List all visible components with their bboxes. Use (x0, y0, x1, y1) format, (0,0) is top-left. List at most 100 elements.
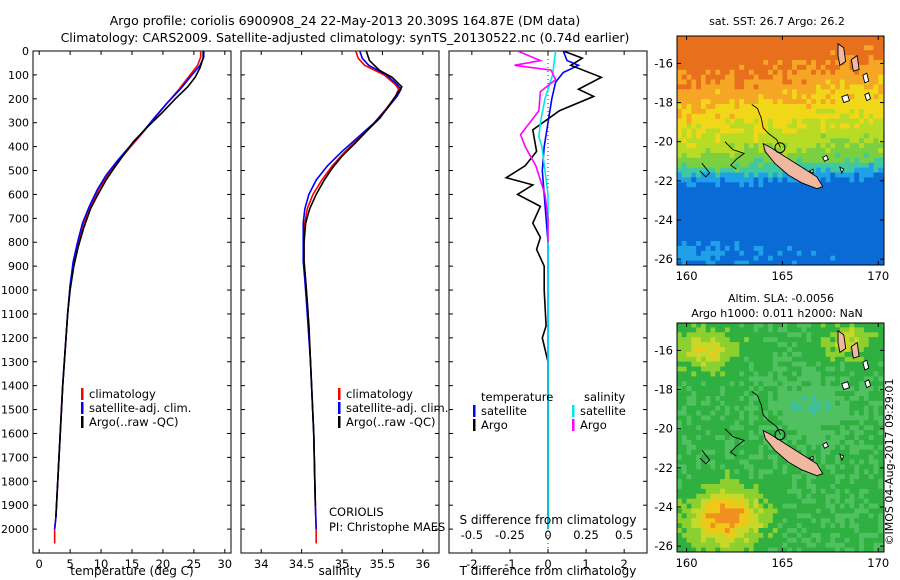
heatmap-cell (859, 206, 865, 212)
heatmap-cell (710, 211, 716, 217)
heatmap-cell (681, 162, 688, 168)
heatmap-cell (705, 127, 712, 134)
heatmap-cell (806, 118, 812, 124)
heatmap-cell (787, 201, 793, 207)
depth-tick-label: 100 (8, 69, 29, 82)
heatmap-cell (729, 512, 735, 519)
heatmap-cell (729, 44, 735, 51)
heatmap-cell (763, 108, 769, 114)
heatmap-cell (720, 54, 726, 60)
heatmap-cell (715, 113, 721, 119)
heatmap-cell (691, 201, 697, 207)
heatmap-cell (777, 98, 783, 105)
heatmap-cell (724, 336, 731, 343)
heatmap-cell (878, 191, 884, 197)
heatmap-cell (724, 167, 731, 173)
heatmap-cell (854, 522, 860, 529)
heatmap-cell (868, 142, 874, 149)
heatmap-cell (710, 356, 716, 362)
heatmap-cell (729, 235, 735, 242)
heatmap-cell (830, 434, 836, 440)
heatmap-cell (715, 444, 721, 450)
heatmap-cell (849, 459, 855, 465)
heatmap-cell (854, 331, 860, 338)
heatmap-cell (801, 147, 807, 153)
heatmap-cell (815, 137, 822, 144)
heatmap-cell (691, 323, 697, 328)
heatmap-cell (686, 147, 692, 153)
heatmap-cell (677, 341, 683, 347)
heatmap-cell (825, 323, 831, 328)
heatmap-cell (815, 64, 822, 70)
heatmap-cell (796, 483, 803, 489)
heatmap-cell (796, 370, 803, 377)
heatmap-cell (820, 449, 827, 455)
heatmap-cell (839, 414, 846, 421)
heatmap-cell (700, 206, 707, 212)
heatmap-cell (844, 186, 850, 193)
heatmap-cell (777, 331, 783, 338)
heatmap-cell (768, 527, 774, 533)
heatmap-cell (796, 341, 803, 347)
heatmap-cell (700, 483, 707, 489)
heatmap-cell (681, 157, 688, 163)
heatmap-cell (787, 463, 793, 470)
series-line-satellite-adj-clim- (302, 51, 402, 530)
heatmap-cell (772, 74, 779, 80)
heatmap-cell (696, 434, 702, 440)
heatmap-cell (739, 385, 745, 392)
heatmap-cell (768, 191, 774, 197)
heatmap-cell (677, 36, 683, 41)
heatmap-cell (686, 44, 692, 51)
heatmap-cell (705, 463, 712, 470)
heatmap-cell (748, 483, 755, 489)
heatmap-cell (724, 240, 731, 246)
heatmap-cell (739, 225, 745, 232)
heatmap-cell (835, 137, 841, 144)
heatmap-cell (844, 260, 850, 265)
heatmap-cell (835, 108, 841, 114)
heatmap-cell (748, 547, 755, 552)
heatmap-cell (825, 108, 831, 114)
heatmap-cell (806, 240, 812, 246)
heatmap-cell (777, 356, 783, 362)
heatmap-cell (863, 331, 870, 338)
heatmap-cell (844, 74, 850, 80)
map-x-tick-label: 170 (867, 556, 889, 570)
x-tick-label: 35.5 (370, 557, 396, 571)
heatmap-cell (868, 260, 874, 265)
heatmap-cell (849, 468, 855, 475)
heatmap-cell (681, 498, 688, 504)
heatmap-cell (849, 542, 855, 548)
heatmap-cell (768, 176, 774, 183)
heatmap-cell (724, 245, 731, 251)
heatmap-cell (705, 167, 712, 173)
heatmap-cell (686, 522, 692, 529)
heatmap-cell (796, 385, 803, 392)
heatmap-cell (835, 69, 841, 75)
heatmap-cell (753, 380, 759, 387)
heatmap-cell (792, 83, 798, 90)
heatmap-cell (777, 498, 783, 504)
heatmap-cell (705, 503, 712, 509)
heatmap-cell (681, 512, 688, 519)
heatmap-cell (748, 493, 755, 499)
heatmap-cell (744, 532, 750, 538)
heatmap-cell (696, 547, 702, 552)
heatmap-cell (844, 79, 850, 85)
heatmap-cell (677, 326, 683, 333)
heatmap-cell (763, 380, 769, 387)
heatmap-cell (811, 260, 817, 265)
heatmap-cell (835, 79, 841, 85)
heatmap-cell (796, 512, 803, 519)
heatmap-cell (854, 454, 860, 460)
heatmap-cell (758, 522, 764, 529)
heatmap-cell (777, 410, 783, 416)
heatmap-cell (677, 108, 683, 114)
heatmap-cell (739, 142, 745, 149)
heatmap-cell (681, 390, 688, 396)
heatmap-cell (677, 176, 683, 183)
heatmap-cell (782, 380, 788, 387)
heatmap-cell (691, 326, 697, 333)
heatmap-cell (811, 216, 817, 222)
